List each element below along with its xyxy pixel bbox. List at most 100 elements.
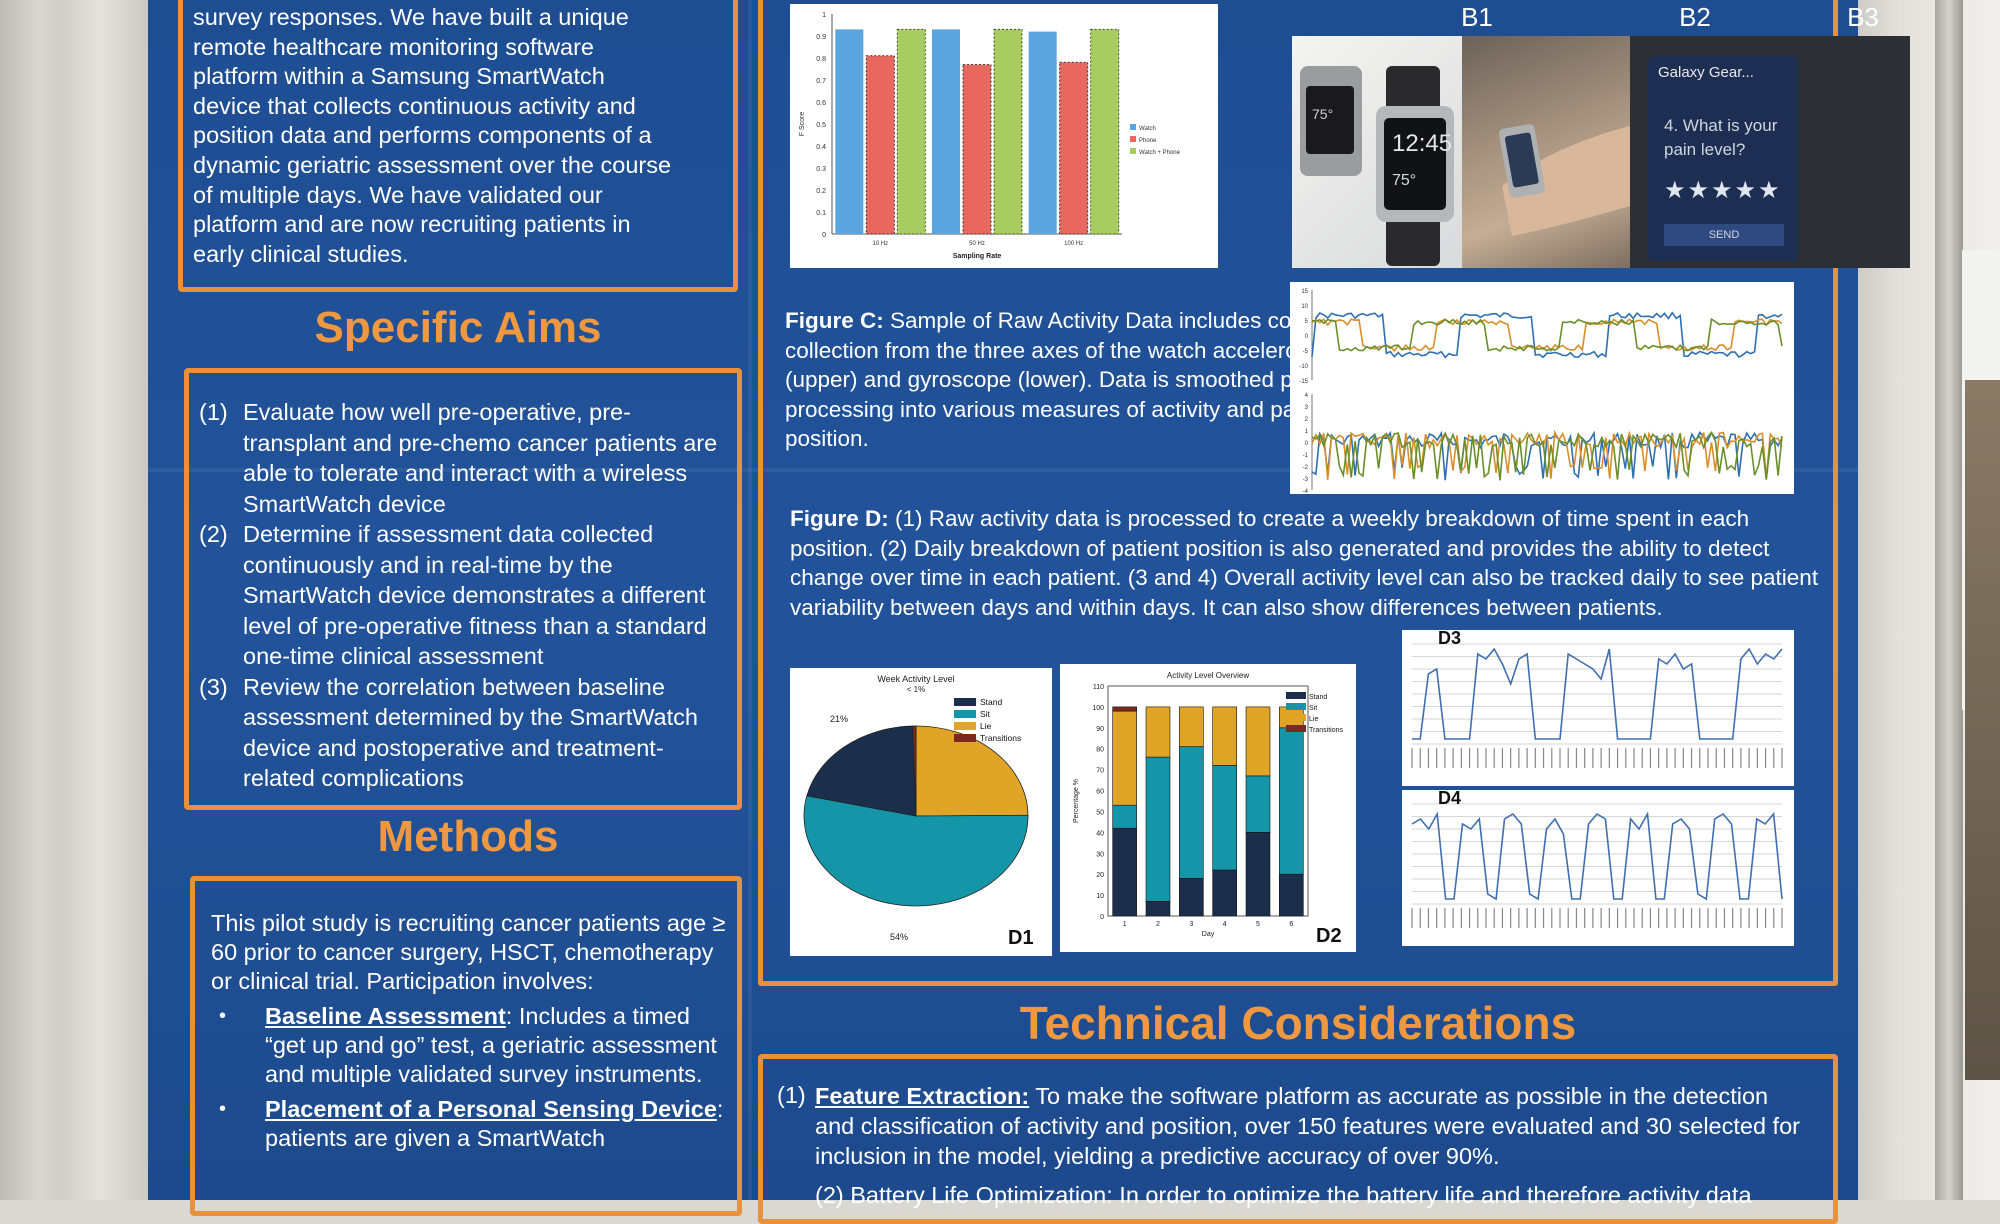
y-tick-label: 100 bbox=[1092, 705, 1104, 712]
stacked-bar-segment bbox=[1145, 756, 1171, 902]
legend-swatch bbox=[954, 734, 976, 742]
research-poster: survey responses. We have built a unique… bbox=[148, 0, 1910, 1224]
activity-overview-stacked-bar: Activity Level Overview 0 10 20 30 40 50 60 70 80… bbox=[1073, 671, 1343, 947]
methods-bullet-body: Placement of a Personal Sensing Device: … bbox=[265, 1095, 729, 1153]
watch-time: 12:45 bbox=[1392, 130, 1453, 157]
accelerometer-tick: 5 bbox=[1305, 319, 1309, 325]
y-tick-label: 50 bbox=[1096, 809, 1104, 816]
accelerometer-tick: 10 bbox=[1301, 304, 1308, 310]
methods-bullet: • Baseline Assessment: Includes a timed “… bbox=[211, 1002, 729, 1089]
technical-item-1: (1) Feature Extraction: To make the soft… bbox=[763, 1059, 1833, 1171]
bar bbox=[962, 64, 992, 235]
methods-bullet-title: Baseline Assessment bbox=[265, 1003, 506, 1029]
aim-number: (2) bbox=[199, 521, 228, 547]
watch-temperature: 75° bbox=[1392, 172, 1417, 189]
app-title: Galaxy Gear... bbox=[1658, 64, 1754, 81]
poster-board-left-edge bbox=[0, 0, 150, 1200]
pie-slice bbox=[803, 795, 1029, 907]
methods-bullets: • Baseline Assessment: Includes a timed “… bbox=[211, 1002, 729, 1153]
legend-label: Lie bbox=[1309, 716, 1318, 723]
x-tick-label: 2 bbox=[1156, 921, 1160, 928]
accelerometer-tick: -10 bbox=[1299, 364, 1308, 370]
methods-bullet-text: : patients are given a SmartWatch bbox=[265, 1096, 724, 1151]
stacked-bar-segment bbox=[1179, 878, 1204, 917]
legend-swatch bbox=[1286, 692, 1306, 699]
send-button[interactable]: SEND bbox=[1664, 224, 1784, 246]
aim-item: (1) Evaluate how well pre-operative, pre-… bbox=[199, 397, 729, 519]
bar bbox=[1059, 61, 1089, 235]
activity-line bbox=[1411, 811, 1783, 901]
intro-line: platform within a Samsung SmartWatch bbox=[193, 63, 605, 90]
methods-intro: This pilot study is recruiting cancer pa… bbox=[211, 910, 726, 994]
figures-box bbox=[758, 0, 1838, 986]
star-rating-icon[interactable]: ★★★★★ bbox=[1664, 177, 1782, 204]
bar bbox=[993, 28, 1023, 235]
daily-activity-line-d3: D3 bbox=[1411, 628, 1783, 768]
figure-c-label: Figure C: bbox=[785, 308, 884, 333]
gyroscope-tick: 0 bbox=[1305, 441, 1309, 447]
legend-swatch bbox=[1130, 124, 1136, 130]
legend-swatch bbox=[1130, 148, 1136, 154]
methods-heading: Methods bbox=[377, 812, 559, 861]
specific-aims-box: (1) Evaluate how well pre-operative, pre-… bbox=[184, 368, 742, 810]
technical-box: (1) Feature Extraction: To make the soft… bbox=[758, 1054, 1838, 1224]
technical-considerations-heading: Technical Considerations bbox=[1019, 997, 1577, 1049]
y-tick-label: 0 bbox=[1100, 914, 1104, 921]
y-tick-label: 90 bbox=[1096, 726, 1104, 733]
b1-watch-photo: 12:45 75° 75° bbox=[1292, 36, 1462, 268]
y-tick-label: 0.8 bbox=[816, 56, 826, 63]
specific-aims-heading: Specific Aims bbox=[314, 303, 602, 352]
gyroscope-tick: 3 bbox=[1305, 405, 1309, 411]
gyroscope-tick: 2 bbox=[1305, 417, 1309, 423]
bystander-edge bbox=[1965, 380, 2000, 1080]
intro-text: survey responses. We have built a unique… bbox=[183, 0, 733, 269]
figure-d-label: Figure D: bbox=[790, 506, 889, 531]
aim-text: Review the correlation between baseline … bbox=[243, 673, 698, 792]
x-axis-label: Day bbox=[1202, 931, 1215, 938]
y-tick-label: 70 bbox=[1096, 768, 1104, 775]
intro-box: survey responses. We have built a unique… bbox=[178, 0, 738, 292]
figure-b-photos: 12:45 75° 75° Galaxy Gear... 4. What is … bbox=[1292, 36, 1910, 268]
panel-label: D2 bbox=[1316, 925, 1342, 947]
legend-swatch bbox=[954, 710, 976, 718]
legend-label: Stand bbox=[1309, 694, 1327, 701]
legend-swatch bbox=[1286, 703, 1306, 710]
aim-number: (3) bbox=[199, 673, 228, 700]
bar bbox=[1090, 28, 1120, 235]
aims-list: (1) Evaluate how well pre-operative, pre-… bbox=[189, 373, 737, 794]
figure-b3-label: B3 bbox=[1847, 2, 1879, 32]
intro-line: of multiple days. We have validated our bbox=[193, 181, 603, 208]
technical-item-1-num: (1) bbox=[777, 1082, 806, 1108]
b2-watch-on-wrist-photo bbox=[1462, 36, 1630, 268]
poster-fold-line bbox=[148, 468, 1858, 472]
y-tick-label: 0.7 bbox=[816, 78, 826, 85]
stacked-bar-segment bbox=[1179, 746, 1204, 879]
b3-app-screen-photo: Galaxy Gear... 4. What is your pain leve… bbox=[1630, 36, 1910, 268]
figure-d-text: (1) Raw activity data is processed to cr… bbox=[790, 506, 1819, 620]
display-pole bbox=[1935, 0, 1963, 1200]
wrist-watch-icon bbox=[1498, 124, 1630, 236]
stacked-bar-segment bbox=[1212, 869, 1237, 917]
stacked-bar-segment bbox=[1145, 706, 1171, 758]
stacked-bar-segment bbox=[1245, 775, 1271, 833]
figure-c-raw-activity-chart: 15 10 5 0 -5 -10 -15 4 3 2 1 0 -1 -2 -3 -4 bbox=[1290, 282, 1794, 495]
feature-extraction-text: To make the software platform as accurat… bbox=[815, 1083, 1800, 1169]
x-tick-label: 6 bbox=[1289, 921, 1293, 928]
pie-slice bbox=[912, 725, 917, 817]
y-tick-label: 1 bbox=[822, 12, 826, 19]
intro-line: remote healthcare monitoring software bbox=[193, 33, 595, 60]
legend-label: Watch + Phone bbox=[1139, 150, 1181, 156]
stacked-bar-segment bbox=[1112, 804, 1137, 829]
x-tick-label: 5 bbox=[1256, 921, 1260, 928]
poster-fold-line bbox=[748, 0, 752, 1200]
y-axis-label: F Score bbox=[799, 112, 806, 137]
aim-item: (3) Review the correlation between baseli… bbox=[199, 672, 729, 794]
x-axis-label: Sampling Rate bbox=[953, 253, 1002, 260]
legend-swatch bbox=[954, 722, 976, 730]
daily-activity-line-d4: D4 bbox=[1411, 788, 1783, 928]
accelerometer-tick: 15 bbox=[1301, 289, 1308, 295]
legend-swatch bbox=[1286, 725, 1306, 732]
figure-d1-pie-chart: Week Activity Level < 1% 21% 54% Stand Sit Lie… bbox=[790, 668, 1052, 956]
stacked-bar-segment bbox=[1112, 710, 1137, 806]
legend-swatch bbox=[1130, 136, 1136, 142]
